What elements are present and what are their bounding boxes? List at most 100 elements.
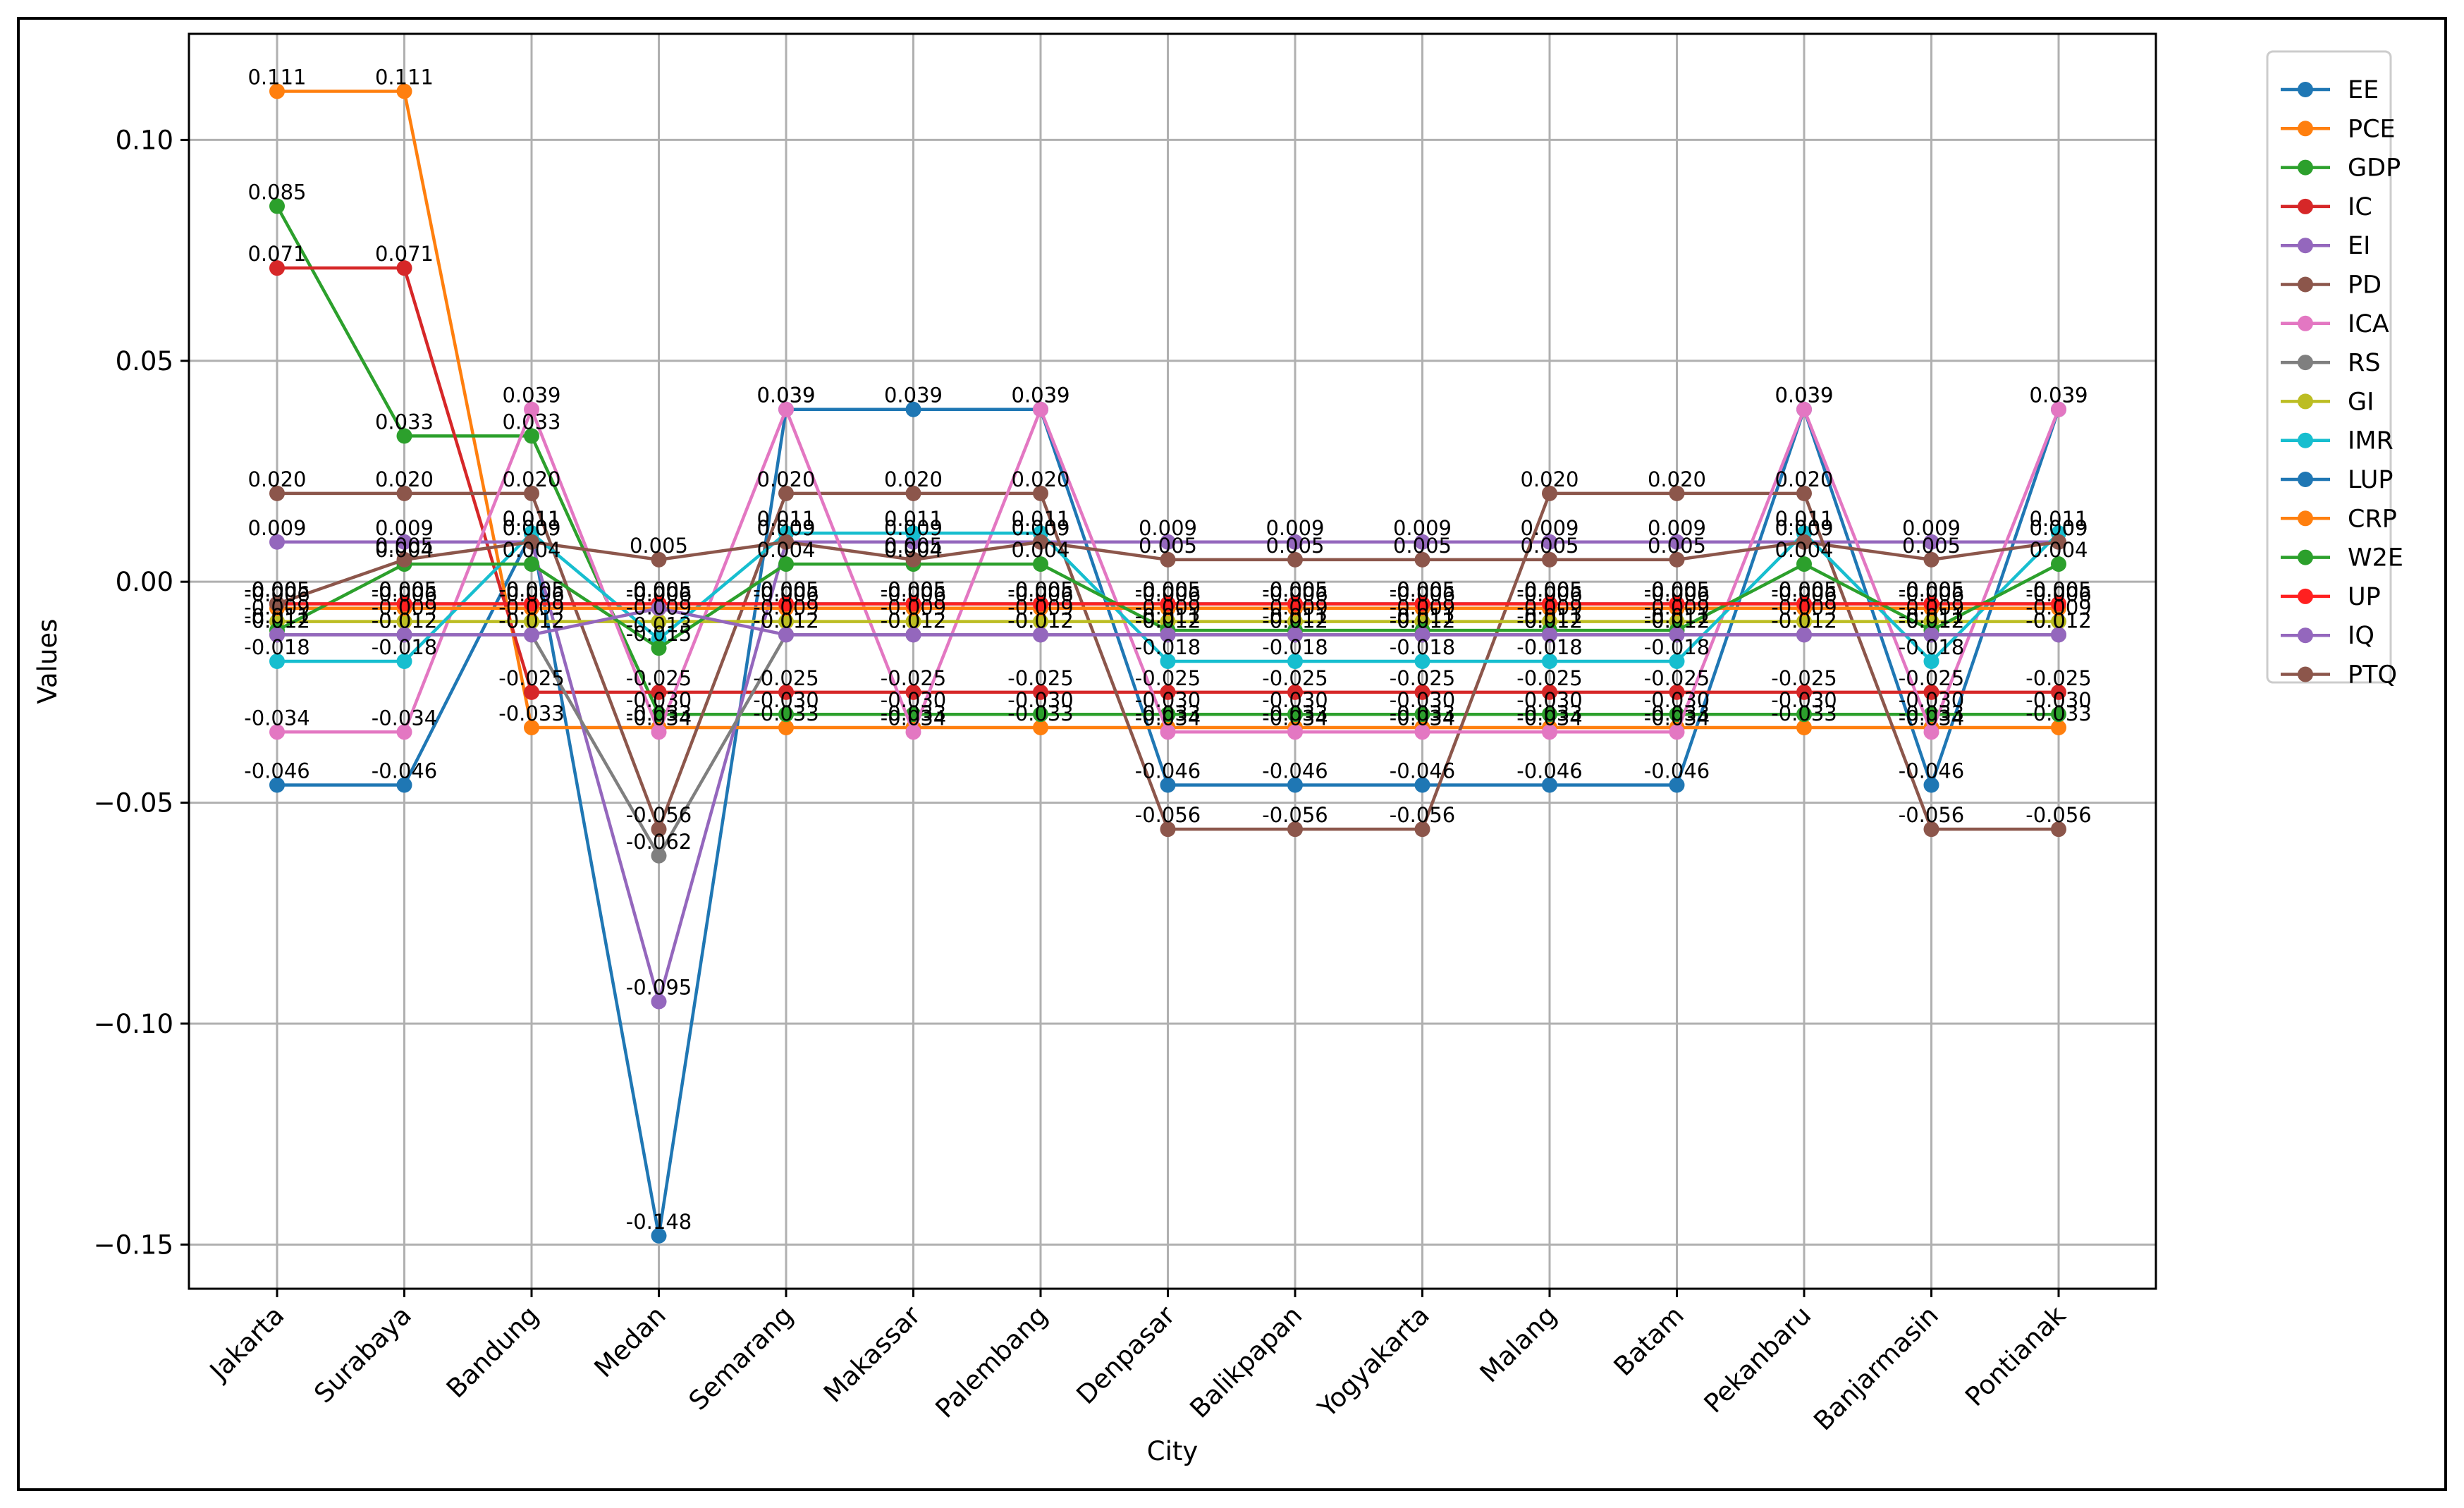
data-label: 0.009 <box>2029 516 2088 540</box>
data-label: -0.033 <box>1516 701 1583 725</box>
legend-item-ica: ICA <box>2281 310 2389 338</box>
data-point <box>651 613 667 630</box>
data-label: -0.011 <box>1390 604 1456 628</box>
data-label: 0.020 <box>247 467 306 491</box>
data-label: 0.039 <box>884 384 943 407</box>
data-label: 0.009 <box>375 516 434 540</box>
data-point <box>2051 613 2066 630</box>
data-point <box>269 627 285 643</box>
x-axis-label: City <box>1147 1436 1199 1466</box>
legend-marker <box>2298 355 2313 371</box>
data-label: -0.005 <box>498 578 565 602</box>
data-labels: -0.046 -0.046 0.011 -0.148 0.039 0.039 0.039 -0… <box>244 65 2092 1233</box>
data-point <box>524 401 539 417</box>
data-label: 0.011 <box>502 507 560 531</box>
data-label: -0.033 <box>498 701 565 725</box>
data-point <box>1923 627 1939 643</box>
data-point <box>1287 777 1303 793</box>
data-point <box>269 777 285 793</box>
data-label: -0.006 <box>1007 582 1074 606</box>
data-point <box>396 83 412 99</box>
x-axis-ticks: Jakarta Surabaya Bandung Medan Semarang Makas… <box>203 1289 2072 1437</box>
x-tick-label: Denpasar <box>1071 1299 1182 1410</box>
x-tick-label: Semarang <box>683 1300 799 1416</box>
data-label: 0.009 <box>1393 516 1452 540</box>
data-point <box>651 821 667 838</box>
data-label: 0.011 <box>2029 507 2088 531</box>
data-label: -0.062 <box>626 830 692 854</box>
y-tick-label: 0.05 <box>116 346 173 376</box>
data-point <box>1923 534 1939 550</box>
data-label: 0.011 <box>1775 507 1833 531</box>
data-label: 0.005 <box>1139 534 1197 558</box>
data-label: -0.009 <box>1262 596 1328 620</box>
data-label: -0.009 <box>1007 596 1074 620</box>
data-label: 0.011 <box>884 507 943 531</box>
data-point <box>1923 684 1939 700</box>
legend-label: CRP <box>2348 505 2397 533</box>
data-point <box>396 551 412 568</box>
data-label: 0.005 <box>375 534 434 558</box>
legend-marker <box>2298 276 2313 293</box>
data-label: -0.056 <box>1135 803 1201 827</box>
data-label: -0.005 <box>2025 578 2092 602</box>
data-point <box>1033 596 1048 612</box>
data-label: -0.012 <box>372 608 438 632</box>
data-point <box>1414 706 1430 723</box>
data-point <box>1542 551 1557 568</box>
data-label: -0.034 <box>1390 706 1456 730</box>
data-label: -0.005 <box>1135 578 1201 602</box>
data-label: 0.039 <box>756 384 815 407</box>
data-label: -0.025 <box>753 666 819 690</box>
legend-marker <box>2298 121 2313 137</box>
data-label: -0.012 <box>1516 608 1583 632</box>
data-point <box>1414 551 1430 568</box>
data-point <box>778 401 794 417</box>
data-point <box>905 724 921 740</box>
data-label: -0.005 <box>1899 578 1965 602</box>
data-point <box>1287 821 1303 838</box>
data-point <box>396 654 412 669</box>
data-point <box>651 684 667 700</box>
legend-marker <box>2298 549 2313 565</box>
data-label: -0.011 <box>1644 604 1710 628</box>
data-point <box>905 401 921 417</box>
data-label: -0.005 <box>1516 578 1583 602</box>
data-label: -0.009 <box>753 596 819 620</box>
data-label: -0.033 <box>1262 701 1328 725</box>
data-label: -0.009 <box>1644 596 1710 620</box>
data-point <box>1414 777 1430 793</box>
series-up <box>269 596 2066 612</box>
series-ptq <box>269 534 2066 612</box>
data-label: -0.005 <box>1262 578 1328 602</box>
data-label: -0.006 <box>1899 582 1965 606</box>
legend-label: PTQ <box>2348 661 2397 689</box>
data-label: -0.009 <box>498 596 565 620</box>
data-label: -0.005 <box>372 578 438 602</box>
legend-marker <box>2298 159 2313 176</box>
data-label: -0.046 <box>1390 759 1456 783</box>
data-point <box>524 684 539 700</box>
legend-item-lup: LUP <box>2281 466 2393 494</box>
data-label: -0.025 <box>881 666 947 690</box>
x-tick-label: Pekanbaru <box>1698 1300 1818 1419</box>
data-label: -0.012 <box>1644 608 1710 632</box>
legend-item-rs: RS <box>2281 349 2381 377</box>
data-label: -0.033 <box>1390 701 1456 725</box>
data-label: -0.009 <box>372 596 438 620</box>
data-point <box>1669 627 1685 643</box>
data-label: 0.020 <box>1775 467 1833 491</box>
data-label: -0.056 <box>1899 803 1965 827</box>
data-point <box>1414 821 1430 838</box>
data-point <box>1160 551 1176 568</box>
data-point <box>778 596 794 612</box>
data-point <box>1796 556 1812 572</box>
data-label: -0.009 <box>1516 596 1583 620</box>
data-label: -0.005 <box>244 578 310 602</box>
data-label: 0.009 <box>756 516 815 540</box>
data-label: -0.034 <box>244 706 310 730</box>
y-axis-ticks: 0.10 0.05 0.00 −0.05 −0.10 −0.15 <box>94 125 189 1260</box>
data-point <box>2051 720 2066 736</box>
data-label: -0.033 <box>1899 701 1965 725</box>
data-point <box>1414 627 1430 643</box>
